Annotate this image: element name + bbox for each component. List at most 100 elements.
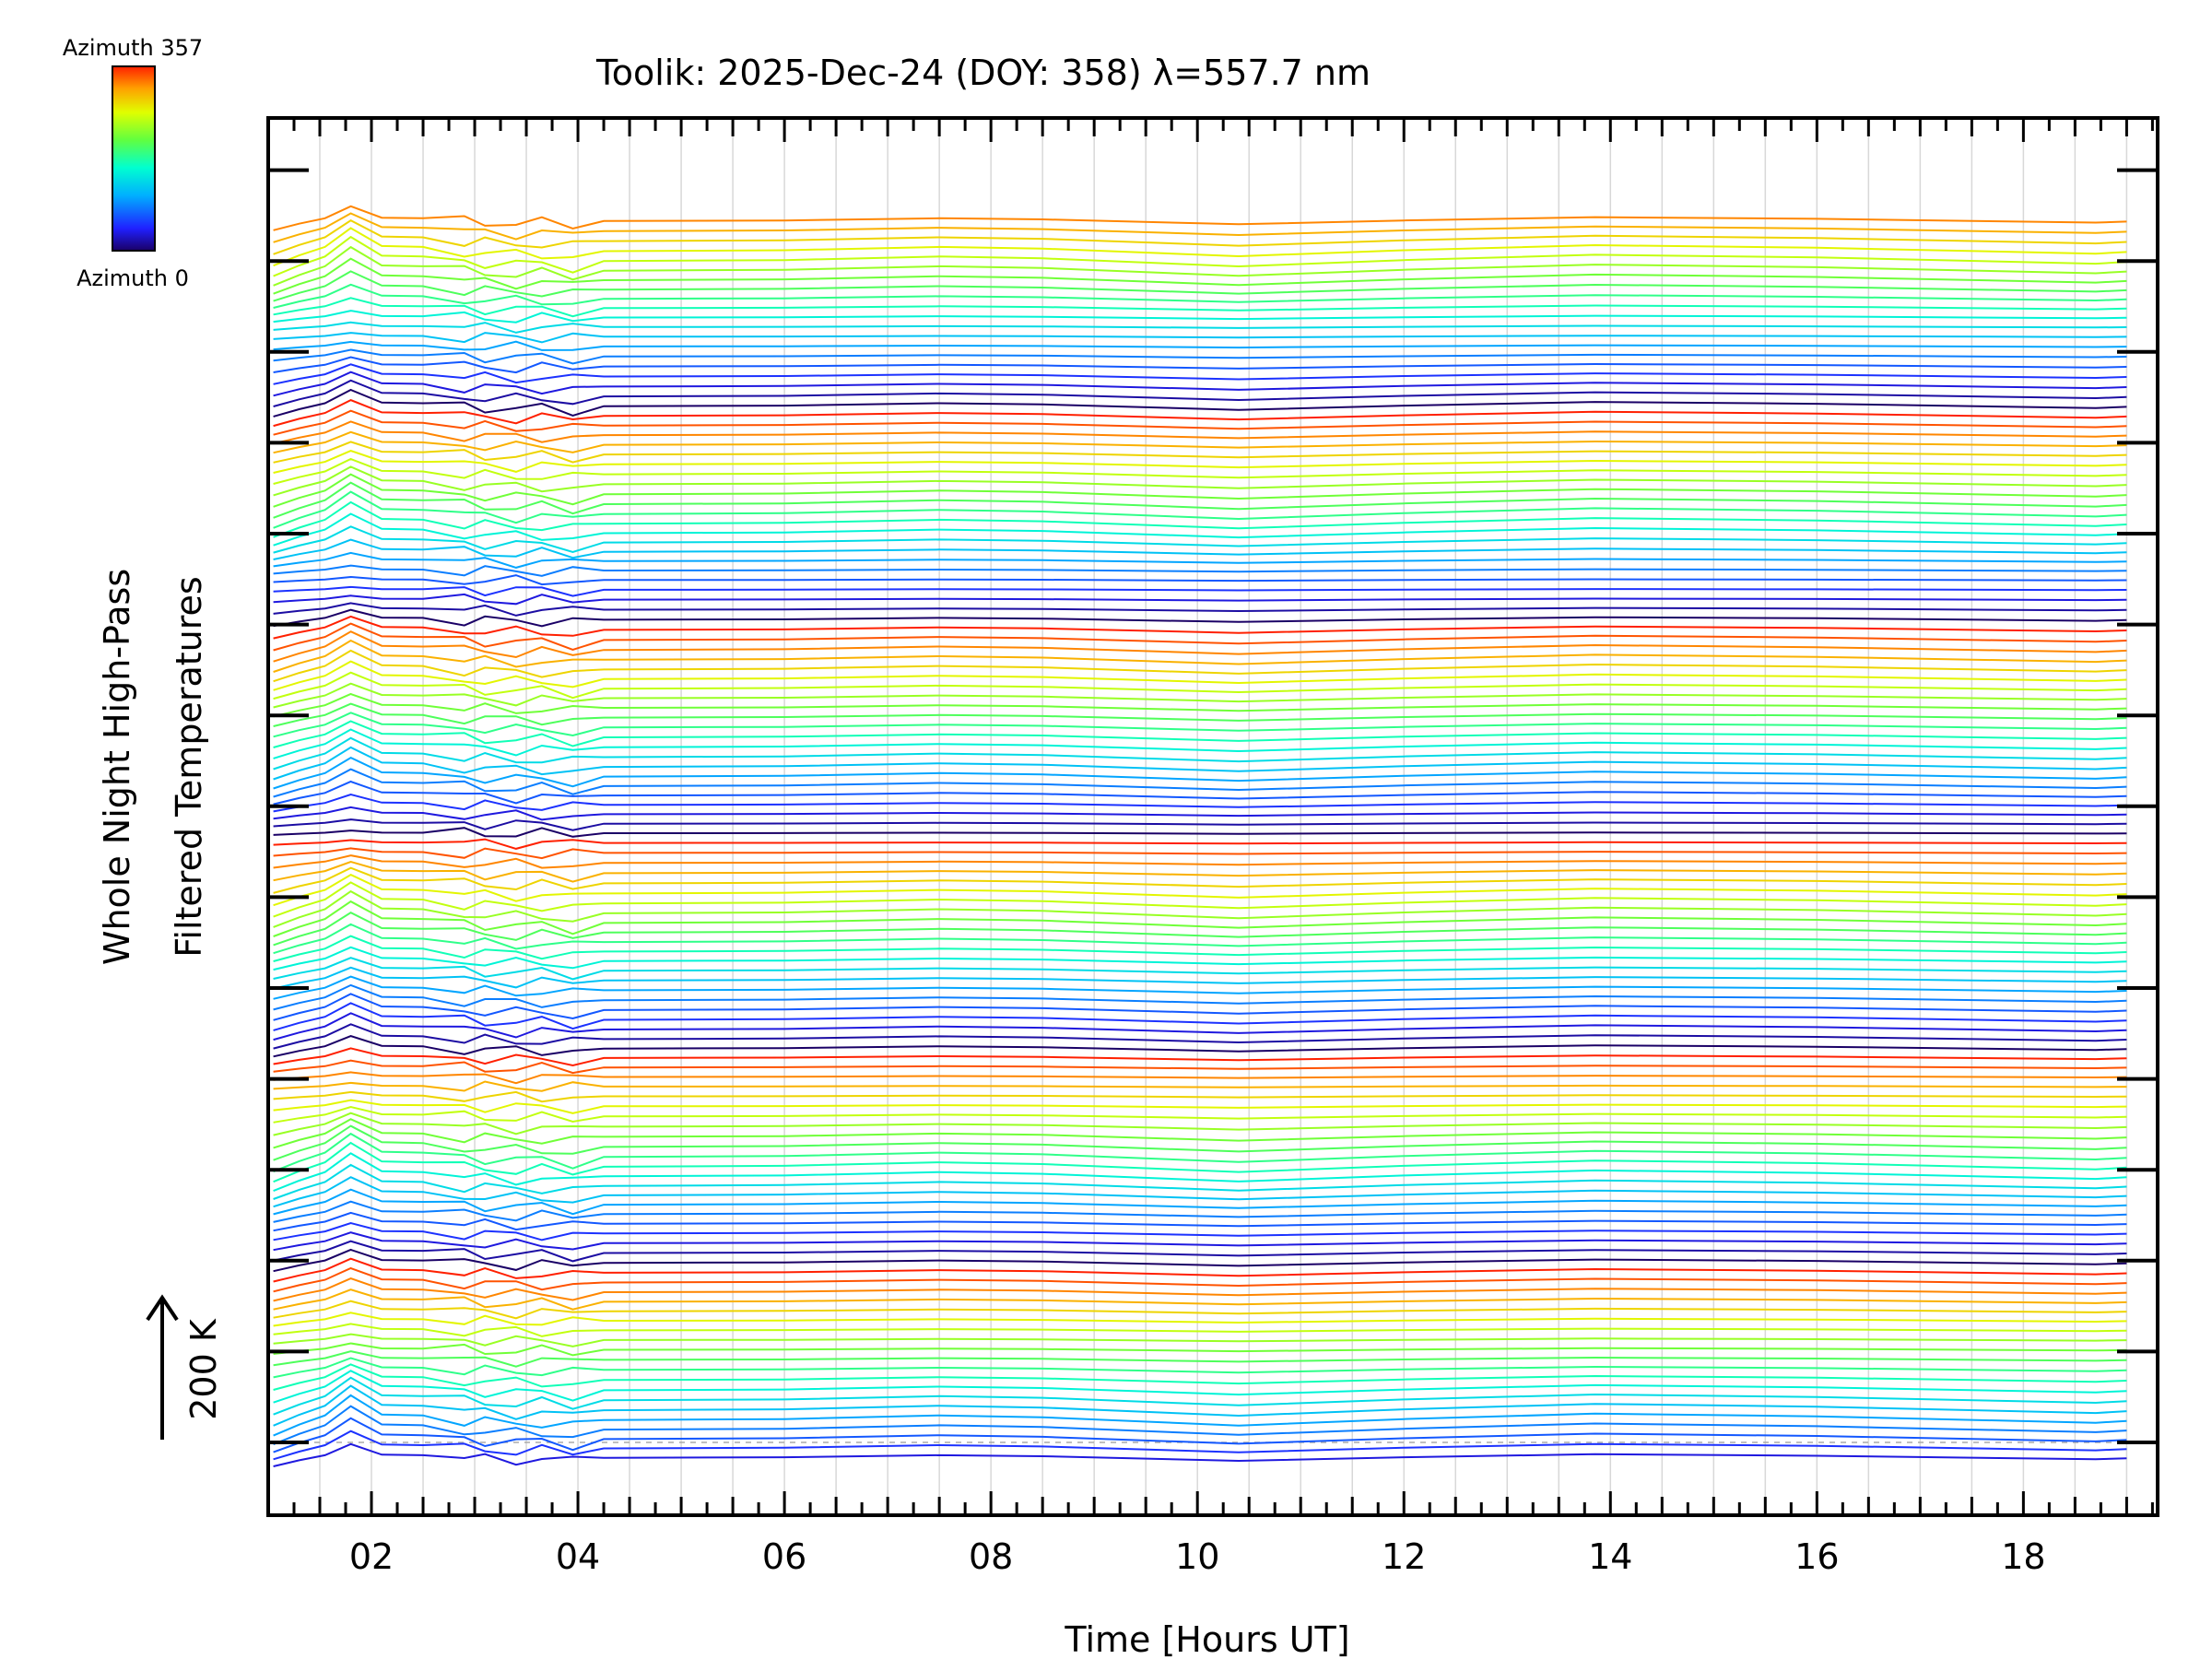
- x-tick-label: 12: [1382, 1536, 1426, 1577]
- x-tick-label: 06: [762, 1536, 806, 1577]
- series-line: [273, 399, 2127, 428]
- series-line: [273, 966, 2127, 990]
- series-line: [273, 630, 2127, 663]
- series-line: [273, 1257, 2127, 1283]
- series-line: [273, 1357, 2127, 1379]
- x-tick-label: 10: [1175, 1536, 1219, 1577]
- series-line: [273, 660, 2127, 691]
- series-line: [273, 1312, 2127, 1327]
- series-line: [273, 409, 2127, 436]
- series-line: [273, 860, 2127, 883]
- series-line: [273, 1300, 2127, 1320]
- series-line: [273, 1370, 2127, 1404]
- series-line: [273, 873, 2127, 907]
- series-line: [273, 1023, 2127, 1050]
- series-line: [273, 1047, 2127, 1067]
- series-line: [273, 512, 2127, 547]
- series-line: [273, 900, 2127, 937]
- series-line: [273, 245, 2127, 287]
- series-line: [273, 935, 2127, 962]
- series-line: [273, 1132, 2127, 1173]
- series-line: [273, 348, 2127, 365]
- series-line: [273, 1248, 2127, 1273]
- series-line: [273, 538, 2127, 560]
- x-tick-label: 14: [1588, 1536, 1632, 1577]
- series-line: [273, 957, 2127, 981]
- series-line: [273, 379, 2127, 407]
- series-line: [273, 1384, 2127, 1427]
- series-line: [273, 1163, 2127, 1200]
- series-line: [273, 257, 2127, 295]
- series-line: [273, 473, 2127, 508]
- series-line: [273, 574, 2127, 586]
- series-line: [273, 639, 2127, 673]
- series-line: [273, 1211, 2127, 1232]
- series-line: [273, 993, 2127, 1021]
- series-line: [273, 340, 2127, 351]
- series-line: [273, 768, 2127, 798]
- series-line: [273, 615, 2127, 640]
- series-line: [273, 1350, 2127, 1368]
- series-line: [273, 205, 2127, 231]
- series-line: [273, 702, 2127, 727]
- series-line: [273, 363, 2127, 385]
- series-line: [273, 1323, 2127, 1337]
- x-tick-label: 02: [349, 1536, 394, 1577]
- series-line: [273, 1363, 2127, 1391]
- series-line: [273, 1071, 2127, 1085]
- series-line: [273, 889, 2127, 928]
- series-line: [273, 622, 2127, 652]
- series-line: [273, 1141, 2127, 1183]
- series-line: [273, 1002, 2127, 1031]
- series-line: [273, 450, 2127, 474]
- scale-arrow-head: [146, 1294, 179, 1322]
- series-line: [273, 866, 2127, 894]
- series-line: [273, 1288, 2127, 1311]
- series-line: [273, 923, 2127, 955]
- series-line: [273, 827, 2127, 838]
- series-line: [273, 818, 2127, 831]
- series-line: [273, 649, 2127, 683]
- colorbar: Azimuth 357 Azimuth 0: [63, 35, 203, 291]
- series-line: [273, 608, 2127, 628]
- series-line: [273, 235, 2127, 277]
- series-line: [273, 1266, 2127, 1293]
- series-line: [273, 881, 2127, 918]
- series-line: [273, 1231, 2127, 1252]
- chart-title: Toolik: 2025-Dec-24 (DOY: 358) λ=557.7 n…: [595, 53, 1371, 93]
- series-line: [273, 1188, 2127, 1216]
- series-line: [273, 1112, 2127, 1136]
- series-line: [273, 712, 2127, 738]
- series-line: [273, 1012, 2127, 1041]
- series-line: [273, 490, 2127, 529]
- series-line: [273, 1124, 2127, 1161]
- x-tick-label: 04: [556, 1536, 600, 1577]
- series-line: [273, 946, 2127, 971]
- series-line: [273, 356, 2127, 374]
- series-line: [273, 297, 2127, 318]
- series-line: [273, 692, 2127, 718]
- series-line: [273, 420, 2127, 445]
- series-line: [273, 1152, 2127, 1193]
- series-line: [273, 525, 2127, 554]
- scale-arrow: 200 K: [146, 1294, 224, 1440]
- series-line: [273, 1277, 2127, 1302]
- series-line: [273, 720, 2127, 748]
- series-line: [273, 983, 2127, 1011]
- series-line: [273, 780, 2127, 806]
- x-tick-label: 08: [969, 1536, 1013, 1577]
- series-line: [273, 1080, 2127, 1092]
- series-line: [273, 1376, 2127, 1416]
- y-axis-label-line1: Whole Night High-Pass: [97, 569, 137, 965]
- series-layer: [273, 205, 2127, 1467]
- series-line: [273, 321, 2127, 334]
- series-line: [273, 441, 2127, 464]
- series-line: [273, 671, 2127, 700]
- tick-label-layer: 02 04 06 08 10 12 14 16 18: [349, 1536, 2046, 1577]
- series-line: [273, 1105, 2127, 1124]
- series-line: [273, 1405, 2127, 1446]
- series-line: [273, 430, 2127, 454]
- colorbar-gradient: [112, 65, 156, 252]
- series-line: [273, 975, 2127, 1000]
